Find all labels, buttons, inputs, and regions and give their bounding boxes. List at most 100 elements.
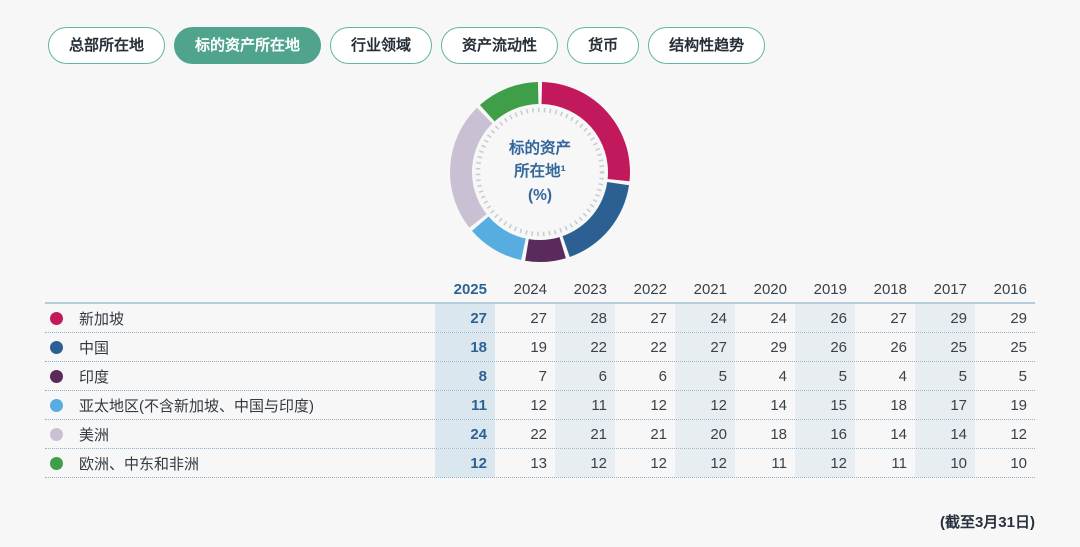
value-cell-china-2024: 19 xyxy=(530,338,547,356)
tab-headquarters-location[interactable]: 总部所在地 xyxy=(48,27,166,64)
value-cell-india-2022: 6 xyxy=(658,367,667,385)
tab-industry-sector[interactable]: 行业领域 xyxy=(330,27,433,64)
value-cell-india-2016: 5 xyxy=(1018,367,1027,385)
row-label-emea: 欧洲、中东和非洲 xyxy=(45,449,435,477)
value-cell-americas-2023: 21 xyxy=(555,420,615,448)
value-cell-china-2025: 18 xyxy=(435,333,495,361)
table-header-row: 2025 2024 2023 2022 2021 2020 2019 2018 2017 2016 xyxy=(45,276,1035,304)
donut-segment-china xyxy=(562,182,630,257)
year-header-2025: 2025 xyxy=(453,280,487,298)
value-cell-emea-2016: 10 xyxy=(1010,454,1027,472)
row-label-india: 印度 xyxy=(45,362,435,390)
as-of-date-note: (截至3月31日) xyxy=(939,514,1035,531)
value-cell-china-2016: 25 xyxy=(1010,338,1027,356)
donut-chart: 标的资产 所在地¹ (%) xyxy=(448,80,632,264)
value-cell-india-2017: 5 xyxy=(915,362,975,390)
table-row-emea: 欧洲、中东和非洲 12 13 12 12 12 11 12 11 10 10 xyxy=(45,449,1035,478)
row-label-text: 印度 xyxy=(79,368,110,386)
row-label-text: 亚太地区(不含新加坡、中国与印度) xyxy=(79,397,314,415)
legend-dot-americas xyxy=(50,427,63,441)
year-header-2023: 2023 xyxy=(573,280,607,298)
value-cell-singapore-2021: 24 xyxy=(675,304,735,332)
row-label-text: 中国 xyxy=(79,339,110,357)
value-cell-china-2020: 29 xyxy=(770,338,787,356)
table-row-americas: 美洲 24 22 21 21 20 18 16 14 14 12 xyxy=(45,420,1035,449)
legend-dot-china xyxy=(50,340,63,354)
value-cell-india-2023: 6 xyxy=(555,362,615,390)
value-cell-singapore-2022: 27 xyxy=(650,309,667,327)
value-cell-india-2024: 7 xyxy=(538,367,547,385)
value-cell-singapore-2023: 28 xyxy=(555,304,615,332)
value-cell-emea-2023: 12 xyxy=(555,449,615,477)
value-cell-singapore-2016: 29 xyxy=(1010,309,1027,327)
year-header-2016: 2016 xyxy=(993,280,1027,298)
value-cell-china-2017: 25 xyxy=(915,333,975,361)
tab-underlying-asset-location[interactable]: 标的资产所在地 xyxy=(174,27,322,64)
value-cell-china-2021: 27 xyxy=(675,333,735,361)
year-header-2022: 2022 xyxy=(633,280,667,298)
value-cell-china-2022: 22 xyxy=(650,338,667,356)
row-label-china: 中国 xyxy=(45,333,435,361)
year-header-2024: 2024 xyxy=(513,280,547,298)
value-cell-india-2019: 5 xyxy=(795,362,855,390)
donut-inner-dotted-ring xyxy=(475,107,605,237)
value-cell-apac-ex-sg-cn-in-2020: 14 xyxy=(770,396,787,414)
asset-location-table: 2025 2024 2023 2022 2021 2020 2019 2018 2017 2016… xyxy=(45,276,1035,478)
tab-asset-liquidity[interactable]: 资产流动性 xyxy=(441,27,559,64)
table-row-apac-ex-sg-cn-in: 亚太地区(不含新加坡、中国与印度) 11 12 11 12 12 14 15 18 17 19 xyxy=(45,391,1035,420)
value-cell-india-2021: 5 xyxy=(675,362,735,390)
value-cell-americas-2019: 16 xyxy=(795,420,855,448)
value-cell-emea-2022: 12 xyxy=(650,454,667,472)
tab-currency[interactable]: 货币 xyxy=(567,27,640,64)
value-cell-singapore-2018: 27 xyxy=(890,309,907,327)
year-header-2017: 2017 xyxy=(933,280,967,298)
value-cell-singapore-2017: 29 xyxy=(915,304,975,332)
row-label-americas: 美洲 xyxy=(45,420,435,448)
value-cell-americas-2022: 21 xyxy=(650,425,667,443)
value-cell-emea-2017: 10 xyxy=(915,449,975,477)
value-cell-apac-ex-sg-cn-in-2025: 11 xyxy=(435,391,495,419)
row-label-text: 新加坡 xyxy=(79,310,125,328)
donut-svg xyxy=(450,82,630,262)
table-row-india: 印度 8 7 6 6 5 4 5 4 5 5 xyxy=(45,362,1035,391)
legend-dot-singapore xyxy=(50,311,63,325)
value-cell-emea-2020: 11 xyxy=(771,454,787,472)
donut-segment-emea xyxy=(479,82,539,122)
value-cell-apac-ex-sg-cn-in-2022: 12 xyxy=(650,396,667,414)
value-cell-singapore-2019: 26 xyxy=(795,304,855,332)
value-cell-apac-ex-sg-cn-in-2024: 12 xyxy=(530,396,547,414)
value-cell-india-2018: 4 xyxy=(898,367,907,385)
value-cell-singapore-2025: 27 xyxy=(435,304,495,332)
row-label-apac-ex-sg-cn-in: 亚太地区(不含新加坡、中国与印度) xyxy=(45,391,435,419)
donut-segment-americas xyxy=(450,107,493,228)
value-cell-china-2019: 26 xyxy=(795,333,855,361)
value-cell-emea-2024: 13 xyxy=(530,454,547,472)
value-cell-americas-2021: 20 xyxy=(675,420,735,448)
value-cell-apac-ex-sg-cn-in-2021: 12 xyxy=(675,391,735,419)
value-cell-china-2018: 26 xyxy=(890,338,907,356)
value-cell-americas-2017: 14 xyxy=(915,420,975,448)
year-header-2019: 2019 xyxy=(813,280,847,298)
row-label-text: 欧洲、中东和非洲 xyxy=(79,455,200,473)
table-row-china: 中国 18 19 22 22 27 29 26 26 25 25 xyxy=(45,333,1035,362)
value-cell-emea-2025: 12 xyxy=(435,449,495,477)
value-cell-apac-ex-sg-cn-in-2019: 15 xyxy=(795,391,855,419)
tab-structural-trends[interactable]: 结构性趋势 xyxy=(648,27,766,64)
value-cell-singapore-2020: 24 xyxy=(770,309,787,327)
donut-segment-singapore xyxy=(541,82,630,182)
row-label-text: 美洲 xyxy=(79,426,110,444)
value-cell-americas-2016: 12 xyxy=(1010,425,1027,443)
table-row-singapore: 新加坡 27 27 28 27 24 24 26 27 29 29 xyxy=(45,304,1035,333)
value-cell-americas-2025: 24 xyxy=(435,420,495,448)
legend-dot-emea xyxy=(50,456,63,470)
value-cell-india-2020: 4 xyxy=(778,367,787,385)
value-cell-emea-2018: 11 xyxy=(891,454,907,472)
category-tabs: 总部所在地 标的资产所在地 行业领域 资产流动性 货币 结构性趋势 xyxy=(0,0,1080,64)
donut-segment-india xyxy=(525,237,566,262)
table-header-spacer xyxy=(45,276,435,302)
value-cell-emea-2019: 12 xyxy=(795,449,855,477)
value-cell-india-2025: 8 xyxy=(435,362,495,390)
value-cell-apac-ex-sg-cn-in-2018: 18 xyxy=(890,396,907,414)
donut-segment-apac-ex-sg-cn-in xyxy=(471,216,526,261)
row-label-singapore: 新加坡 xyxy=(45,304,435,332)
